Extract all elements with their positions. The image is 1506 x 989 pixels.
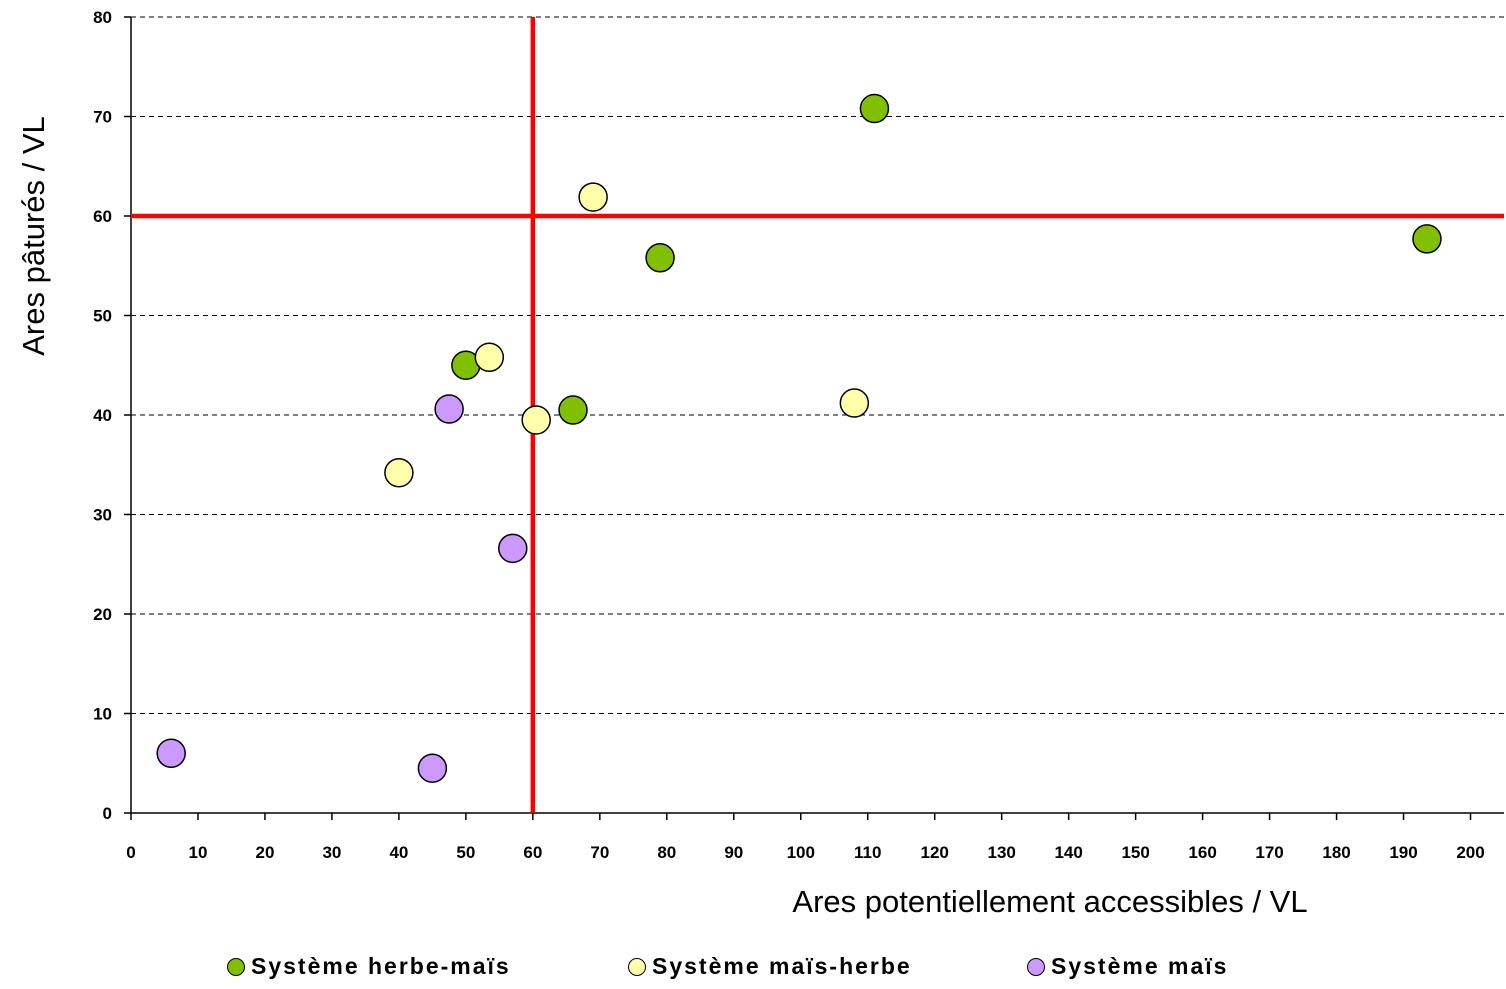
- x-tick-label: 150: [1121, 843, 1149, 862]
- point-series-0: [645, 243, 675, 273]
- legend: Système herbe-maïs Système maïs-herbe Sy…: [0, 953, 1506, 989]
- x-tick-label: 180: [1322, 843, 1350, 862]
- x-tick-label: 90: [724, 843, 743, 862]
- data-points: [156, 93, 1442, 783]
- y-tick-label: 40: [93, 406, 112, 425]
- y-tick-label: 30: [93, 506, 112, 525]
- point-series-1: [578, 182, 608, 212]
- x-tick-label: 80: [657, 843, 676, 862]
- x-tick-label: 20: [255, 843, 274, 862]
- x-tick-label: 190: [1389, 843, 1417, 862]
- scatter-chart: 0 10 20 30 40 50 60 70 80 0 10 20 30 40 50 60 70 80 90 100 1…: [16, 8, 1504, 919]
- point-series-2: [434, 394, 464, 424]
- legend-swatch-mais-herbe: [628, 957, 646, 976]
- y-tick-label: 60: [93, 207, 112, 226]
- point-series-1: [474, 342, 505, 373]
- point-series-0: [859, 93, 890, 124]
- legend-swatch-herbe-mais: [227, 957, 245, 976]
- x-tick-label: 10: [189, 843, 208, 862]
- x-tick-label: 30: [322, 843, 341, 862]
- x-tick-label: 160: [1188, 843, 1216, 862]
- legend-label: Système herbe-maïs: [251, 953, 511, 979]
- point-series-1: [521, 405, 551, 435]
- point-series-1: [384, 457, 414, 488]
- legend-swatch-mais: [1027, 957, 1045, 976]
- point-series-2: [156, 738, 186, 769]
- axes: [124, 16, 1504, 820]
- x-tick-label: 100: [787, 843, 815, 862]
- y-axis-title: Ares pâturés / VL: [16, 116, 51, 356]
- legend-label: Système maïs: [1051, 953, 1229, 979]
- x-tick-label: 60: [523, 843, 542, 862]
- gridlines: [131, 16, 1504, 714]
- legend-item-herbe-mais: Système herbe-maïs: [227, 953, 511, 980]
- point-series-1: [839, 388, 870, 418]
- y-tick-label: 80: [93, 8, 112, 27]
- x-tick-label: 140: [1054, 843, 1082, 862]
- point-series-0: [558, 395, 588, 425]
- legend-item-mais: Système maïs: [1027, 953, 1228, 980]
- tick-labels: 0 10 20 30 40 50 60 70 80 0 10 20 30 40 50 60 70 80 90 100 1…: [93, 8, 1485, 862]
- x-tick-label: 110: [854, 843, 881, 862]
- x-tick-label: 170: [1255, 843, 1283, 862]
- x-tick-label: 120: [921, 843, 949, 862]
- x-tick-label: 130: [987, 843, 1015, 862]
- x-tick-label: 200: [1456, 843, 1484, 862]
- x-axis-title: Ares potentiellement accessibles / VL: [792, 884, 1307, 919]
- y-tick-label: 70: [93, 108, 112, 127]
- y-tick-label: 0: [103, 804, 112, 823]
- legend-label: Système maïs-herbe: [652, 953, 912, 979]
- point-series-2: [417, 753, 448, 783]
- point-series-0: [1412, 224, 1442, 254]
- point-series-2: [498, 533, 528, 564]
- legend-item-mais-herbe: Système maïs-herbe: [628, 953, 912, 980]
- x-tick-label: 70: [590, 843, 609, 862]
- y-tick-label: 20: [93, 605, 112, 624]
- x-tick-label: 50: [456, 843, 475, 862]
- y-tick-label: 10: [93, 705, 112, 724]
- x-tick-label: 0: [126, 843, 135, 862]
- y-tick-label: 50: [93, 307, 112, 326]
- x-tick-label: 40: [389, 843, 408, 862]
